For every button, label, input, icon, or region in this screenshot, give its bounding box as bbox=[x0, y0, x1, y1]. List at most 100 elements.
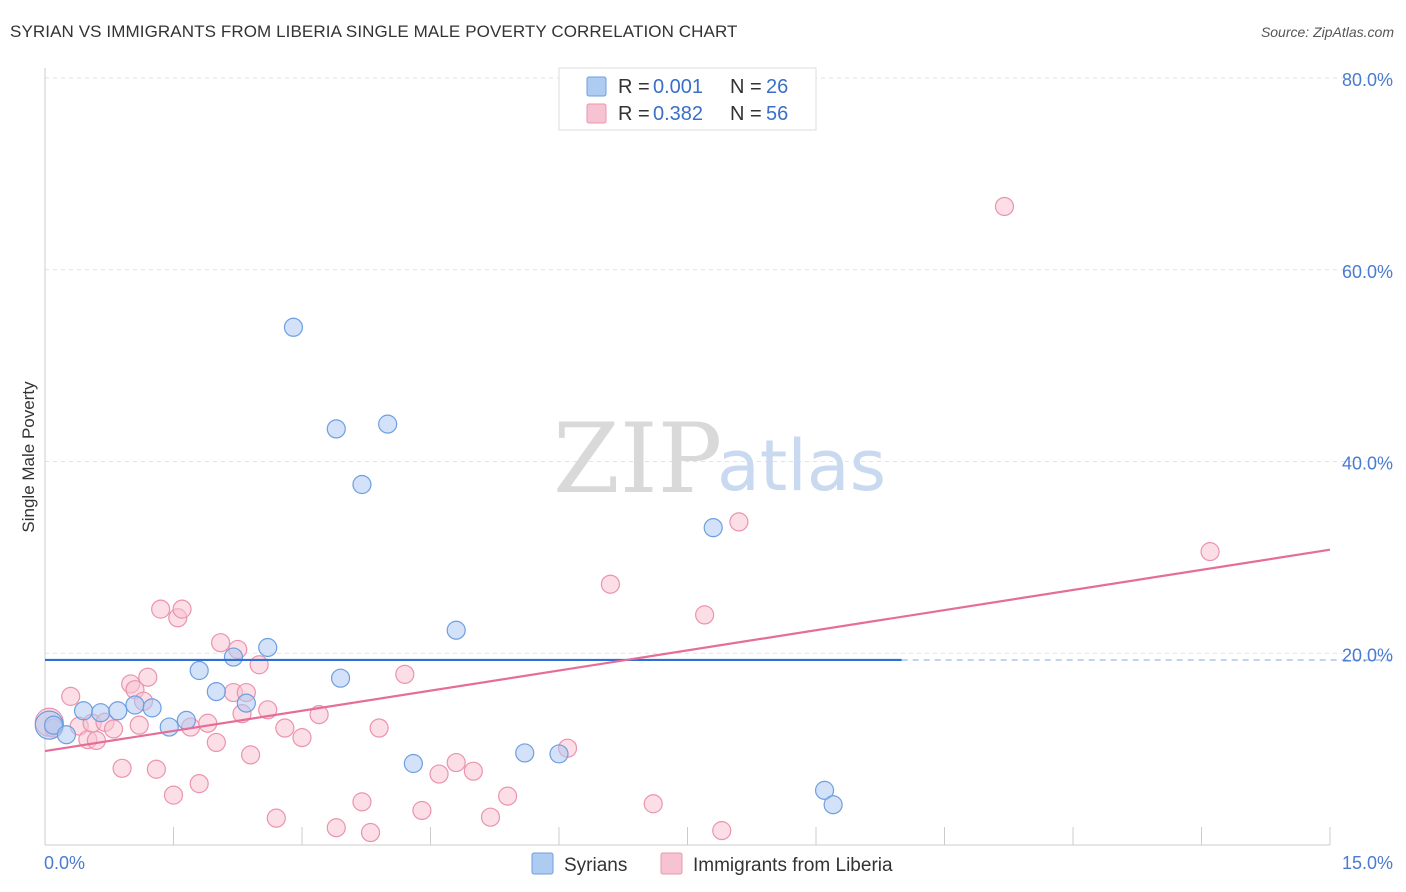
legend-r-label-liberia: R = bbox=[618, 103, 650, 125]
syrians-point bbox=[189, 660, 209, 681]
syrians-point bbox=[56, 725, 77, 745]
x-tick-labels: 0.0% 15.0% bbox=[44, 853, 1393, 873]
liberia-point bbox=[643, 794, 663, 814]
legend-r-label-syrians: R = bbox=[618, 76, 650, 98]
liberia-point bbox=[112, 758, 132, 778]
syrians-point bbox=[223, 647, 244, 667]
legend: R = 0.001 N = 26 R = 0.382 N = 56 bbox=[558, 67, 817, 131]
syrians-point bbox=[549, 744, 569, 764]
liberia-point bbox=[446, 752, 466, 773]
syrians-point bbox=[446, 620, 466, 640]
liberia-point bbox=[258, 700, 278, 720]
legend-r-value-liberia: 0.382 bbox=[653, 103, 703, 125]
series-immigrants-from-liberia bbox=[34, 196, 1220, 843]
liberia-point bbox=[412, 800, 432, 821]
syrians-point bbox=[378, 414, 398, 434]
bottom-legend-swatch-syrians bbox=[531, 852, 554, 875]
x-tick-label-max: 15.0% bbox=[1342, 853, 1393, 873]
liberia-point bbox=[429, 764, 449, 784]
legend-swatch-liberia bbox=[586, 103, 607, 124]
y-tick-labels: 20.0% 40.0% 60.0% 80.0% bbox=[1342, 70, 1393, 665]
syrians-point bbox=[326, 419, 346, 439]
series-syrians bbox=[34, 317, 843, 815]
liberia-point bbox=[309, 705, 329, 725]
liberia-point bbox=[395, 664, 415, 684]
y-tick-label: 40.0% bbox=[1342, 454, 1393, 474]
liberia-point bbox=[729, 512, 749, 532]
source-label: Source: ZipAtlas.com bbox=[1260, 24, 1394, 40]
syrians-point bbox=[330, 668, 351, 688]
trend-lines bbox=[44, 548, 1392, 753]
liberia-point bbox=[146, 759, 166, 779]
grid-lines bbox=[45, 77, 1392, 654]
liberia-point bbox=[695, 605, 715, 625]
syrians-point bbox=[206, 681, 226, 702]
watermark-zip: ZIP bbox=[553, 403, 722, 515]
liberia-point bbox=[129, 715, 149, 735]
liberia-point bbox=[86, 730, 107, 751]
liberia-point bbox=[1200, 542, 1220, 562]
y-tick-label: 20.0% bbox=[1342, 645, 1393, 665]
bottom-legend-swatch-liberia bbox=[660, 852, 683, 875]
syrians-point bbox=[73, 701, 94, 721]
liberia-point bbox=[172, 599, 192, 619]
liberia-point bbox=[198, 713, 218, 733]
y-axis-label: Single Male Poverty bbox=[19, 381, 38, 533]
liberia-point bbox=[292, 728, 312, 748]
legend-n-label-syrians: N = bbox=[730, 76, 762, 98]
liberia-point bbox=[211, 633, 231, 653]
liberia-point bbox=[138, 667, 158, 687]
liberia-point bbox=[241, 745, 261, 765]
y-tick-label: 60.0% bbox=[1342, 262, 1393, 282]
liberia-point bbox=[61, 686, 81, 706]
liberia-point bbox=[103, 719, 124, 739]
legend-r-value-syrians: 0.001 bbox=[653, 76, 703, 98]
syrians-point bbox=[236, 693, 256, 713]
syrians-point bbox=[823, 795, 843, 815]
x-tick-label-min: 0.0% bbox=[44, 853, 85, 873]
legend-n-value-liberia: 56 bbox=[766, 103, 788, 125]
syrians-point bbox=[91, 703, 111, 723]
syrians-point bbox=[43, 715, 64, 735]
liberia-point bbox=[369, 718, 389, 738]
syrians-point bbox=[108, 701, 128, 721]
syrians-point bbox=[403, 753, 423, 774]
liberia-point bbox=[712, 821, 732, 841]
watermark: ZIP atlas bbox=[553, 403, 886, 515]
bottom-legend-label-liberia: Immigrants from Liberia bbox=[693, 855, 893, 876]
syrians-point bbox=[125, 695, 145, 715]
syrians-point bbox=[176, 710, 196, 730]
liberia-point bbox=[463, 761, 483, 781]
liberia-point bbox=[266, 808, 286, 828]
syrians-point bbox=[283, 317, 304, 337]
liberia-point bbox=[352, 792, 372, 812]
legend-swatch-syrians bbox=[586, 76, 607, 97]
syrians-point bbox=[258, 637, 278, 658]
syrians-point bbox=[352, 474, 372, 495]
liberia-point bbox=[360, 822, 381, 843]
legend-n-label-liberia: N = bbox=[730, 103, 762, 125]
syrians-point bbox=[142, 698, 162, 718]
liberia-point bbox=[600, 574, 621, 594]
legend-n-value-syrians: 26 bbox=[766, 76, 788, 98]
bottom-legend-label-syrians: Syrians bbox=[564, 855, 627, 876]
syrians-point bbox=[814, 780, 835, 800]
liberia-point bbox=[249, 655, 269, 675]
liberia-point bbox=[151, 599, 171, 619]
liberia-trend-line bbox=[44, 548, 1331, 753]
syrians-point bbox=[515, 743, 535, 763]
watermark-atlas: atlas bbox=[717, 425, 886, 507]
liberia-point bbox=[994, 196, 1015, 217]
liberia-point bbox=[206, 732, 226, 753]
liberia-point bbox=[163, 785, 184, 805]
bottom-legend: Syrians Immigrants from Liberia bbox=[531, 852, 893, 876]
syrians-point bbox=[703, 518, 723, 538]
chart-title: SYRIAN VS IMMIGRANTS FROM LIBERIA SINGLE… bbox=[10, 22, 738, 41]
liberia-point bbox=[480, 807, 501, 827]
liberia-point bbox=[275, 718, 295, 738]
liberia-point bbox=[189, 774, 209, 794]
liberia-point bbox=[498, 786, 518, 806]
liberia-point bbox=[326, 818, 346, 838]
y-tick-label: 80.0% bbox=[1342, 70, 1393, 90]
